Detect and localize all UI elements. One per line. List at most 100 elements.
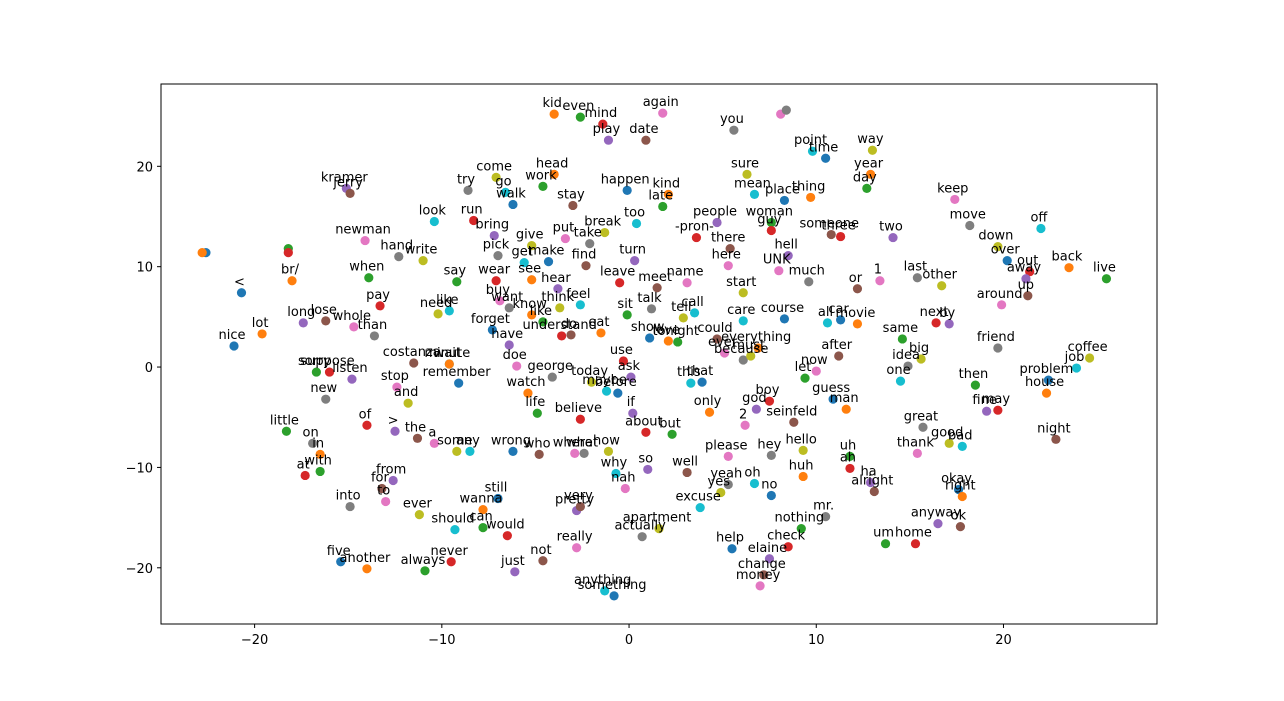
point-label: kid (542, 96, 561, 111)
scatter-point (463, 185, 473, 195)
scatter-point (689, 308, 700, 318)
point-label: three (821, 219, 855, 234)
scatter-point (811, 366, 821, 376)
scatter-point (452, 446, 462, 456)
scatter-point (697, 377, 707, 387)
point-label: back (1052, 250, 1083, 265)
point-label: excuse (675, 490, 720, 505)
point-label: for (371, 470, 390, 485)
scatter-point (450, 525, 460, 535)
scatter-point (324, 367, 335, 377)
scatter-point (993, 343, 1003, 353)
point-label: man (830, 391, 859, 406)
point-label: show (631, 320, 665, 335)
scatter-point (388, 475, 398, 486)
point-label: why (601, 455, 628, 470)
point-label: ok (951, 509, 967, 524)
point-label: five (327, 544, 351, 559)
scatter-point (821, 512, 831, 522)
scatter-point (585, 238, 595, 249)
scatter-point (433, 309, 443, 319)
point-label: head (536, 156, 568, 171)
point-label: um (873, 526, 894, 541)
scatter-point (678, 313, 688, 323)
point-label: big (909, 341, 929, 356)
scatter-point (347, 374, 357, 384)
point-label: have (491, 327, 523, 342)
scatter-point (725, 244, 735, 254)
scatter-point (779, 314, 790, 324)
point-label: nah (611, 470, 635, 485)
scatter-point (704, 407, 715, 417)
y-tick-label: −20 (126, 562, 153, 577)
scatter-point (804, 277, 814, 287)
scatter-point (1025, 267, 1035, 277)
point-label: how (593, 433, 620, 448)
scatter-point (336, 557, 346, 567)
scatter-point (420, 566, 430, 576)
point-label: point (794, 133, 827, 148)
scatter-point (469, 215, 479, 226)
point-label: idea (892, 348, 920, 363)
plot-frame (160, 83, 1158, 625)
scatter-point (723, 261, 733, 271)
scatter-point (738, 288, 748, 298)
point-label: much (789, 264, 825, 279)
point-label: sorry (298, 354, 331, 369)
point-label: tonight (652, 324, 699, 339)
point-label: take (574, 226, 602, 241)
scatter-point (766, 450, 776, 460)
point-label: the (405, 420, 426, 435)
point-label: do (561, 317, 577, 332)
point-label: minute (424, 346, 470, 361)
x-tick-label: 10 (808, 633, 825, 648)
point-label: help (716, 531, 744, 546)
scatter-point (300, 470, 310, 481)
scatter-point (953, 484, 964, 495)
scatter-point (575, 112, 585, 122)
scatter-point (852, 284, 863, 294)
point-label: forget (471, 312, 510, 327)
scatter-point (766, 225, 776, 236)
point-label: of (359, 407, 372, 422)
scatter-point (345, 501, 355, 512)
scatter-point (543, 257, 554, 267)
y-tick-label: −10 (126, 461, 153, 476)
scatter-point (637, 532, 647, 542)
scatter-point (869, 486, 879, 497)
point-label: may (982, 392, 1011, 407)
scatter-point (783, 251, 793, 261)
scatter-point (308, 438, 318, 448)
scatter-point (836, 231, 846, 242)
scatter-point (663, 336, 673, 346)
scatter-point (826, 229, 836, 240)
point-label: in (312, 436, 324, 451)
point-label: yeah (710, 466, 742, 481)
point-label: thing (792, 179, 825, 194)
scatter-point (418, 256, 428, 266)
point-label: woman (746, 205, 793, 220)
point-label: elaine (748, 541, 787, 556)
point-label: a (428, 425, 436, 440)
scatter-point (452, 277, 462, 287)
point-label: live (1093, 261, 1116, 276)
point-label: all (818, 305, 833, 320)
point-label: stay (557, 187, 585, 202)
scatter-point (618, 356, 629, 366)
scatter-point (626, 372, 636, 382)
scatter-point (555, 303, 565, 313)
point-label: anything (574, 573, 631, 588)
point-label: > (388, 413, 399, 428)
point-label: 1 (874, 263, 882, 278)
point-label: -pron- (675, 220, 714, 235)
scatter-point (598, 119, 608, 129)
scatter-point (553, 284, 563, 294)
scatter-point (510, 567, 520, 577)
point-label: run (461, 203, 483, 218)
scatter-point (596, 328, 606, 338)
scatter-point (910, 539, 921, 549)
scatter-point (682, 467, 692, 478)
point-label: one (886, 363, 910, 378)
scatter-point (568, 200, 578, 211)
point-label: ha (860, 464, 876, 479)
